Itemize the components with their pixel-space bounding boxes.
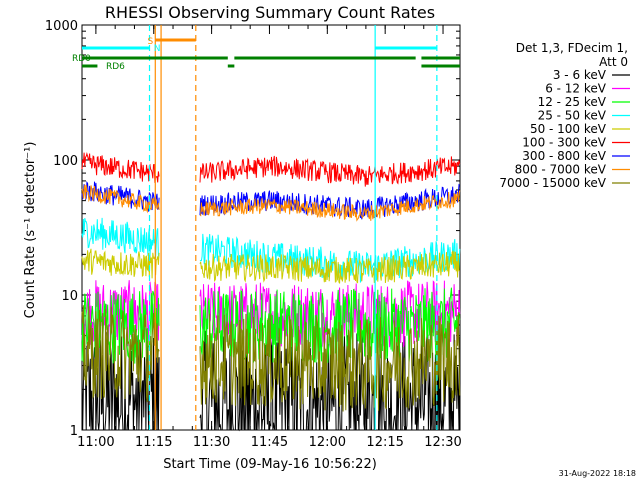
legend-label-8: 7000 - 15000 keV: [499, 176, 606, 190]
legend-header-1: Det 1,3, FDecim 1,: [516, 41, 628, 55]
x-tick-label: 12:15: [366, 435, 403, 450]
plot-area: 1 10 100 1000 11:00 11:15 11:30 11:45 12:00 12:15…: [45, 19, 462, 450]
x-tick-label: 12:30: [424, 435, 461, 450]
y-tick-label: 10: [61, 289, 78, 304]
legend-label-6: 300 - 800 keV: [522, 149, 606, 163]
x-tick-label: 11:30: [193, 435, 230, 450]
y-axis-label: Count Rate (s⁻¹ detector⁻¹): [23, 142, 38, 319]
x-tick-label: 11:45: [251, 435, 288, 450]
legend-label-1: 6 - 12 keV: [545, 82, 607, 96]
x-axis-label: Start Time (09-May-16 10:56:22): [163, 457, 377, 472]
series-line-7: [81, 184, 461, 222]
legend-label-0: 3 - 6 keV: [553, 68, 607, 82]
legend-label-5: 100 - 300 keV: [522, 136, 606, 150]
timestamp: 31-Aug-2022 18:18: [559, 469, 636, 478]
y-tick-label: 1000: [45, 19, 78, 34]
series-line-4: [81, 248, 460, 284]
flag-label-rd0: RD0: [72, 54, 91, 64]
legend-label-7: 800 - 7000 keV: [515, 163, 607, 177]
series-line-5: [81, 151, 461, 187]
plot-frame: [81, 24, 461, 431]
legend-label-3: 25 - 50 keV: [538, 109, 607, 123]
y-tick-label: 100: [53, 154, 78, 169]
flag-label-rd6: RD6: [106, 62, 125, 72]
x-tick-label: 11:15: [135, 435, 172, 450]
flag-label-s: S: [148, 37, 154, 47]
x-tick-label: 12:00: [309, 435, 346, 450]
series-line-3: [81, 217, 461, 283]
legend-header-2: Att 0: [599, 55, 628, 69]
series-line-8: [81, 305, 461, 412]
y-tick-label: 1: [70, 424, 78, 439]
legend-label-4: 50 - 100 keV: [530, 122, 607, 136]
x-tick-label: 11:00: [77, 435, 114, 450]
flag-label-n: N: [154, 44, 161, 54]
legend-label-2: 12 - 25 keV: [538, 95, 607, 109]
chart-title: RHESSI Observing Summary Count Rates: [105, 3, 435, 22]
